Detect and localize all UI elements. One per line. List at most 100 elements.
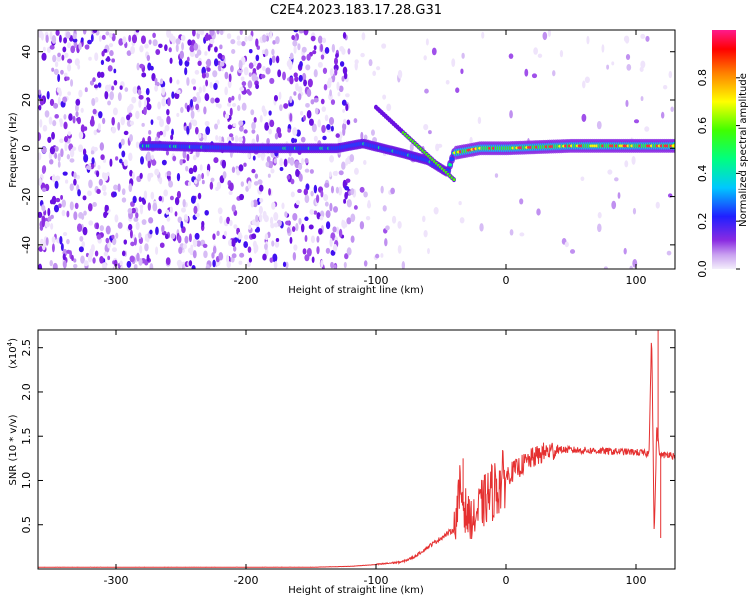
heatmap-cell <box>243 129 248 134</box>
heatmap-cell <box>133 264 138 269</box>
heatmap-cell <box>86 165 92 171</box>
heatmap-cell <box>49 199 54 205</box>
heatmap-cell <box>226 33 232 39</box>
heatmap-cell <box>97 82 102 88</box>
heatmap-cell <box>345 93 350 98</box>
heatmap-cell <box>94 250 99 257</box>
heatmap-cell <box>129 120 135 126</box>
heatmap-cell <box>80 124 85 133</box>
heatmap-cell <box>105 31 110 36</box>
heatmap-cell <box>328 117 335 126</box>
heatmap-cell <box>132 86 138 95</box>
heatmap-cell <box>81 241 85 248</box>
heatmap-cell <box>304 234 308 243</box>
heatmap-cell <box>313 69 318 78</box>
heatmap-cell <box>341 161 346 170</box>
heatmap-cell <box>49 259 53 267</box>
heatmap-cell <box>77 189 81 197</box>
heatmap-cell <box>212 259 216 268</box>
heatmap-cell <box>63 72 68 77</box>
heatmap-cell <box>264 122 270 131</box>
heatmap-cell <box>60 69 64 75</box>
heatmap-cell <box>397 244 402 254</box>
heatmap-cell <box>289 112 293 122</box>
heatmap-cell <box>314 107 319 115</box>
heatmap-cell <box>82 195 87 201</box>
heatmap-cell <box>596 120 602 130</box>
heatmap-cell <box>131 96 137 104</box>
heatmap-cell <box>401 261 406 269</box>
heatmap-cell <box>62 171 68 176</box>
heatmap-cell <box>243 66 249 76</box>
heatmap-cell <box>301 157 304 165</box>
heatmap-cell <box>262 34 267 43</box>
heatmap-cell <box>325 247 331 254</box>
heatmap-cell <box>82 30 87 35</box>
heatmap-cell <box>96 188 101 194</box>
heatmap-cell <box>77 116 81 125</box>
heatmap-cell <box>269 57 273 66</box>
heatmap-cell <box>345 157 349 166</box>
heatmap-cell <box>228 97 232 103</box>
heatmap-cell <box>112 237 117 246</box>
heatmap-cell <box>295 82 299 92</box>
heatmap-cell <box>217 119 220 125</box>
heatmap-cell <box>289 236 293 244</box>
heatmap-cell <box>265 161 270 168</box>
heatmap-cell <box>176 190 181 199</box>
heatmap-cell <box>247 246 252 253</box>
heatmap-cell <box>124 87 129 92</box>
heatmap-cell <box>333 57 339 66</box>
heatmap-cell <box>42 165 47 174</box>
heatmap-cell <box>169 33 174 42</box>
heatmap-cell <box>73 263 78 269</box>
heatmap-cell <box>74 202 79 209</box>
heatmap-cell <box>306 247 312 257</box>
heatmap-cell <box>247 91 252 96</box>
heatmap-cell <box>330 99 336 105</box>
heatmap-cell <box>226 261 231 268</box>
heatmap-cell <box>144 243 149 252</box>
heatmap-cell <box>75 174 81 180</box>
heatmap-cell <box>90 150 95 155</box>
heatmap-cell <box>559 50 564 58</box>
heatmap-cell <box>224 71 229 80</box>
heatmap-cell <box>164 233 169 240</box>
heatmap-cell <box>624 160 629 168</box>
heatmap-cell <box>99 142 105 151</box>
heatmap-cell <box>332 226 337 233</box>
heatmap-cell <box>111 116 115 126</box>
heatmap-cell <box>239 125 244 132</box>
heatmap-cell <box>67 63 72 72</box>
heatmap-cell <box>334 68 338 76</box>
heatmap-cell <box>286 174 291 180</box>
heatmap-cell <box>99 225 104 232</box>
heatmap-cell <box>231 95 235 101</box>
heatmap-cell <box>261 105 266 113</box>
heatmap-cell <box>229 219 233 227</box>
heatmap-cell <box>363 159 367 165</box>
heatmap-cell <box>64 52 69 58</box>
heatmap-cell <box>126 114 131 121</box>
heatmap-cell <box>194 232 200 240</box>
heatmap-cell <box>248 224 252 230</box>
heatmap-cell <box>57 161 61 168</box>
heatmap-cell <box>234 135 239 143</box>
heatmap-cell <box>138 99 142 108</box>
heatmap-cell <box>126 260 132 268</box>
heatmap-cell <box>311 123 317 133</box>
heatmap-cell <box>329 155 335 163</box>
heatmap-cell <box>629 265 633 269</box>
heatmap-cell <box>52 120 57 127</box>
heatmap-cell <box>597 223 602 233</box>
heatmap-cell <box>244 234 249 240</box>
heatmap-cell <box>338 131 343 140</box>
heatmap-cell <box>203 106 207 115</box>
heatmap-cell <box>164 44 168 52</box>
heatmap-cell <box>38 211 43 218</box>
heatmap-cell <box>240 76 245 81</box>
heatmap-cell <box>459 217 465 224</box>
heatmap-cell <box>230 39 236 45</box>
heatmap-cell <box>121 250 126 257</box>
heatmap-cell <box>477 116 482 125</box>
